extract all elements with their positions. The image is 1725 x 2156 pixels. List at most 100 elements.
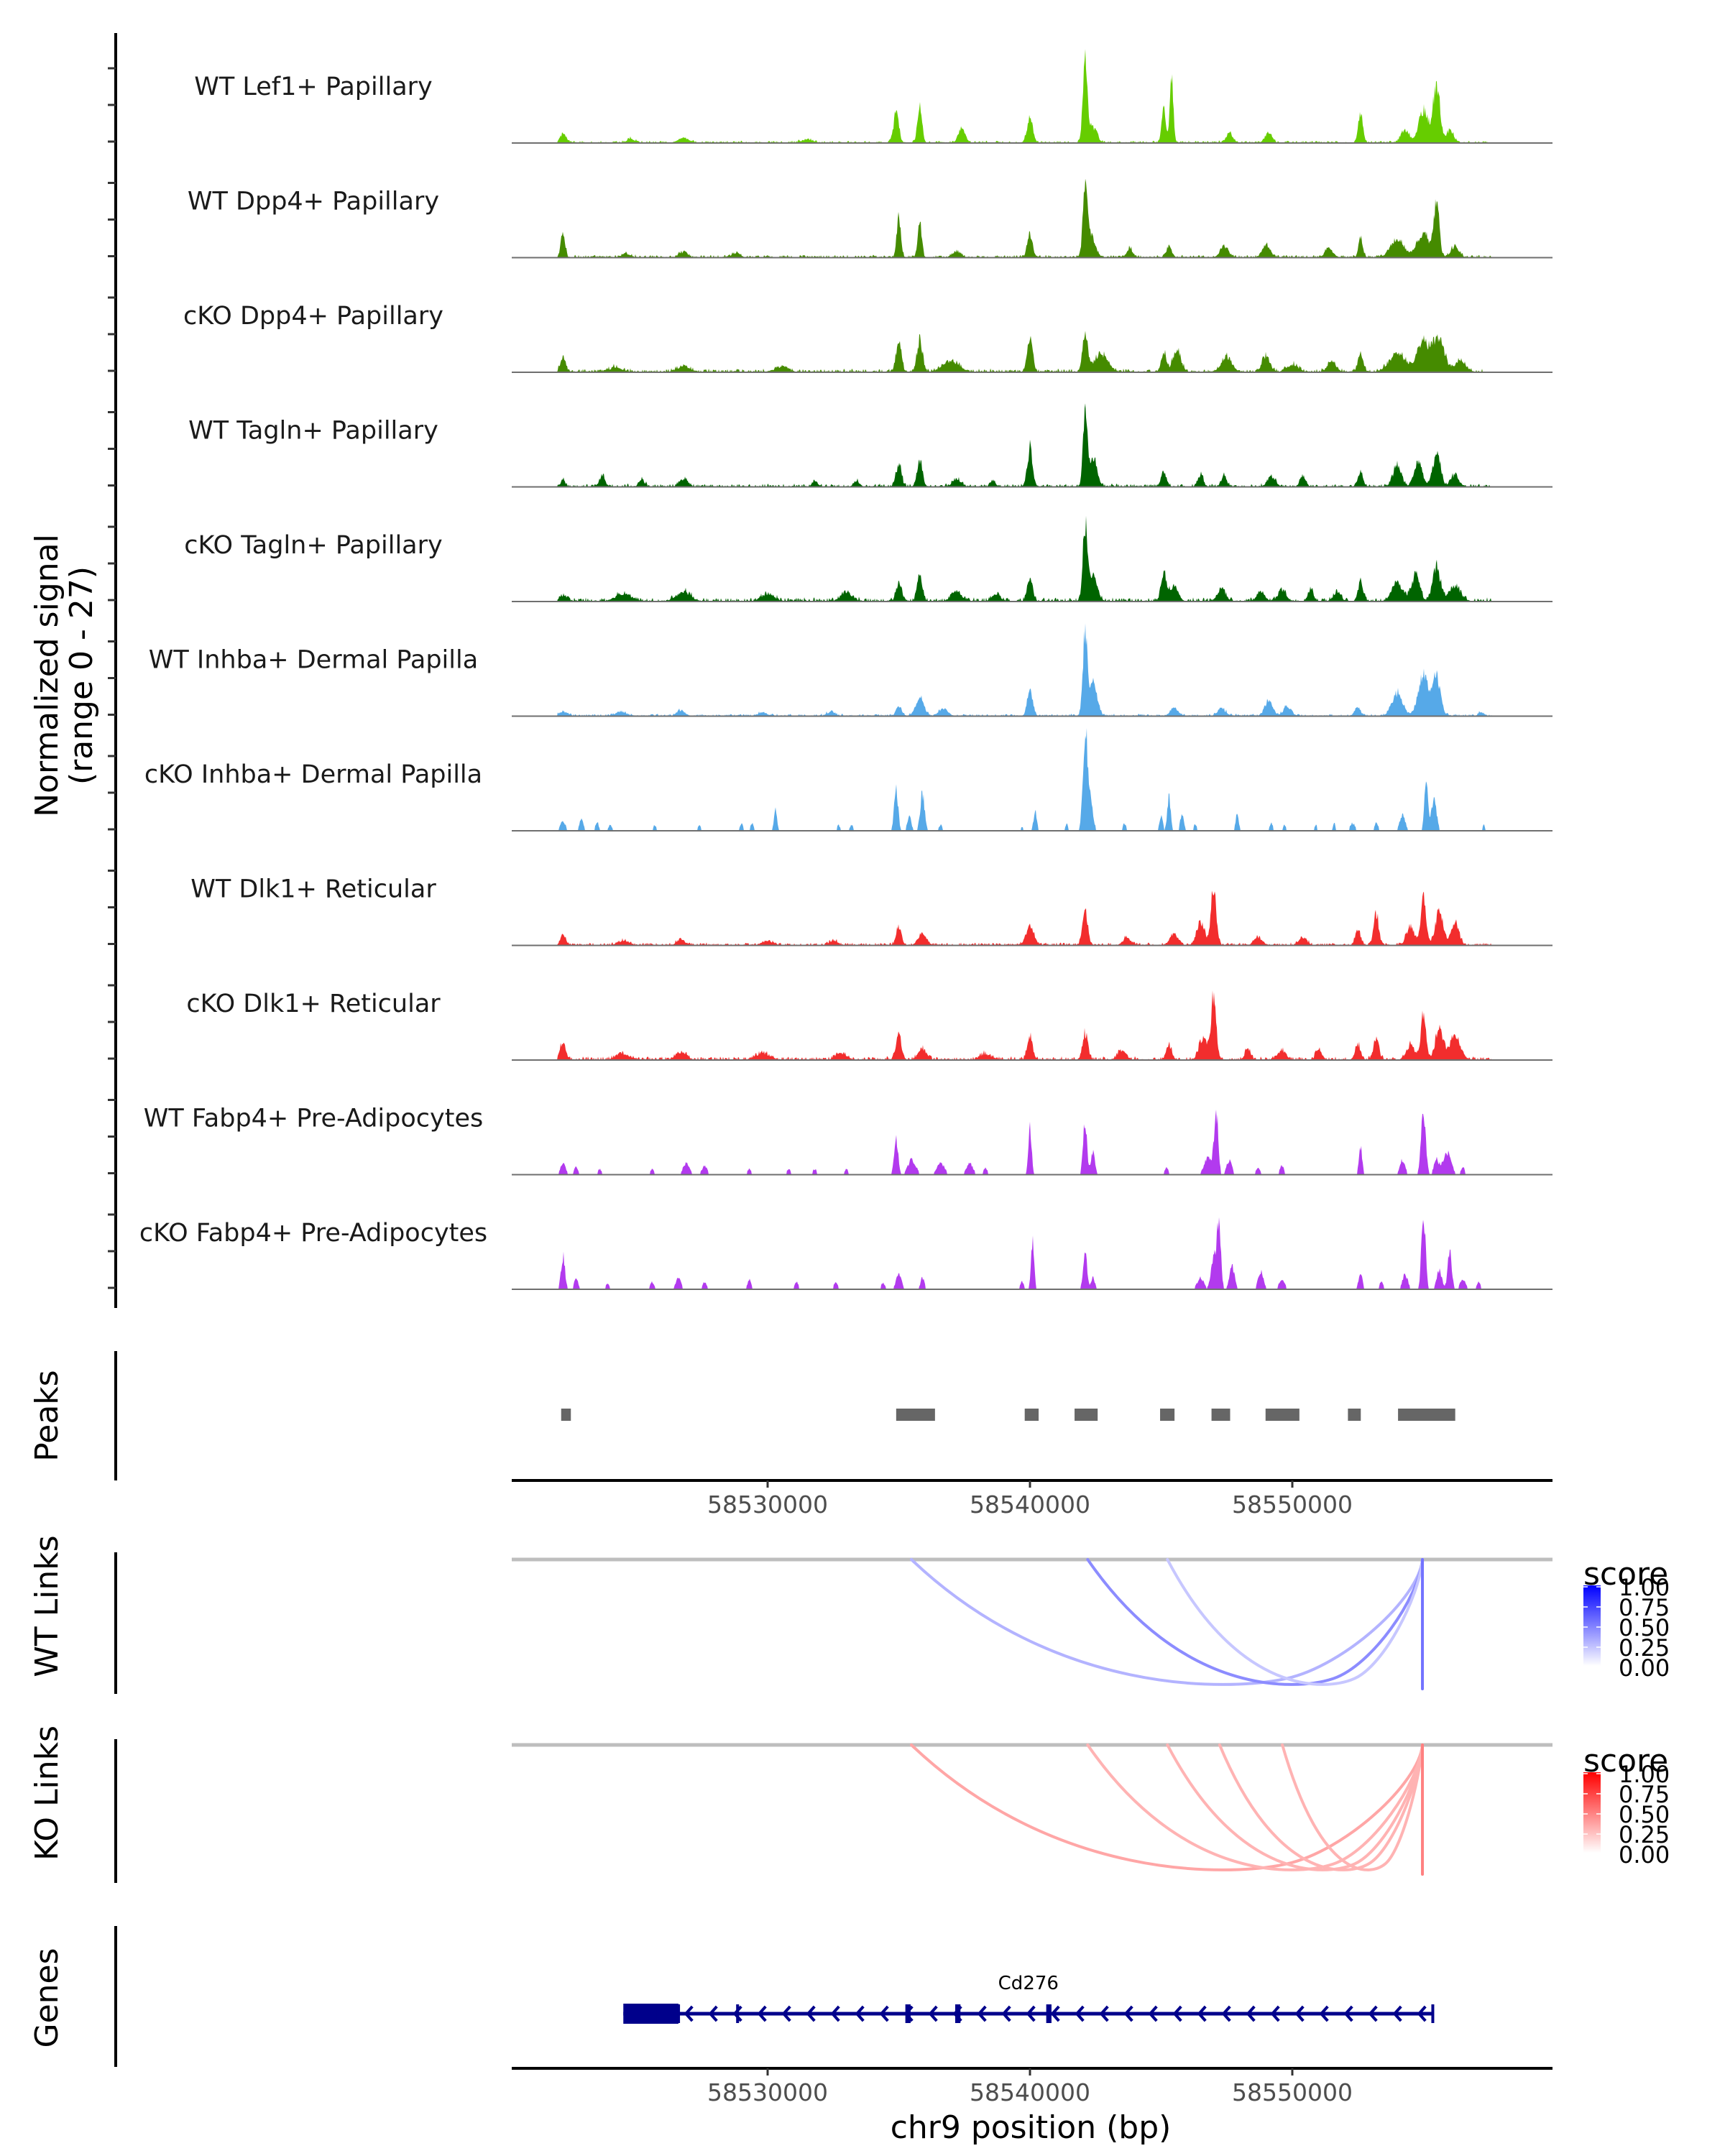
- legend-tick-label: 0.25: [1619, 1821, 1670, 1848]
- coverage-area: [512, 515, 1552, 602]
- coverage-y-axis-title: Normalized signal (range 0 - 27): [29, 534, 100, 817]
- track-label: WT Dpp4+ Papillary: [188, 188, 439, 216]
- y-axis-title-line1: Normalized signal: [29, 534, 65, 817]
- strand-arrow-icon: [1050, 2005, 1060, 2022]
- coverage-track: cKO Dlk1+ Reticular: [186, 990, 1552, 1061]
- legend-colorbar-blue: [1583, 1585, 1601, 1666]
- strand-arrow-icon: [830, 2005, 840, 2022]
- coverage-area: [512, 403, 1552, 487]
- coverage-area: [512, 1110, 1552, 1175]
- strand-arrow-icon: [1343, 2005, 1353, 2022]
- link-arc: [1166, 1558, 1425, 1686]
- coverage-track: WT Dlk1+ Reticular: [190, 875, 1552, 946]
- coverage-track: WT Fabp4+ Pre-Adipocytes: [144, 1105, 1552, 1176]
- link-arc: [1281, 1743, 1425, 1871]
- legend-tick-label: 0.75: [1619, 1594, 1670, 1621]
- legend-tick-label: 0.25: [1619, 1634, 1670, 1662]
- coverage-area: [512, 890, 1552, 946]
- coverage-y-ticks: [108, 67, 116, 1289]
- gene-name-label: Cd276: [998, 1973, 1059, 1994]
- coverage-area: [512, 178, 1552, 258]
- gene-exon: [1431, 2004, 1435, 2023]
- gene-exon: [954, 2004, 961, 2023]
- strand-arrow-icon: [1148, 2005, 1158, 2022]
- track-label: WT Tagln+ Papillary: [188, 417, 438, 446]
- gene-exon: [677, 2004, 681, 2023]
- coverage-track: WT Lef1+ Papillary: [194, 49, 1552, 144]
- track-label: WT Inhba+ Dermal Papilla: [149, 646, 478, 675]
- strand-arrow-icon: [732, 2005, 742, 2022]
- gene-exon: [653, 2004, 657, 2023]
- link-arc: [1086, 1558, 1425, 1686]
- coverage-track: WT Tagln+ Papillary: [188, 403, 1552, 488]
- track-label: cKO Tagln+ Papillary: [184, 531, 443, 560]
- strand-arrow-icon: [1026, 2005, 1036, 2022]
- strand-arrow-icon: [684, 2005, 694, 2022]
- x-tick-label: 58530000: [707, 1491, 828, 1519]
- coverage-track: WT Inhba+ Dermal Papilla: [149, 623, 1552, 717]
- link-arc: [910, 1743, 1425, 1871]
- y-axis-title-line2: (range 0 - 27): [63, 566, 100, 785]
- link-arc: [1218, 1743, 1425, 1871]
- track-label: cKO Dpp4+ Papillary: [183, 302, 443, 331]
- gene-exon: [905, 2004, 911, 2023]
- ko-links-track: [910, 1743, 1425, 1876]
- genes-panel-label: Genes: [29, 1948, 65, 2047]
- gene-exon: [736, 2004, 740, 2023]
- peak-region: [561, 1409, 571, 1421]
- peak-region: [896, 1409, 935, 1421]
- strand-arrow-icon: [1246, 2005, 1256, 2022]
- peak-region: [1075, 1409, 1098, 1421]
- legend-tick-label: 0.50: [1619, 1614, 1670, 1641]
- peaks-track: [561, 1409, 1455, 1421]
- coverage-track: cKO Tagln+ Papillary: [184, 515, 1552, 602]
- x-axis-ticks-upper: 58530000 58540000 58550000: [707, 1480, 1353, 1519]
- strand-arrow-icon: [855, 2005, 865, 2022]
- link-arc: [1086, 1743, 1425, 1871]
- track-label: WT Lef1+ Papillary: [194, 73, 433, 101]
- strand-arrow-icon: [977, 2005, 987, 2022]
- strand-arrow-icon: [1099, 2005, 1109, 2022]
- gene-exon: [1046, 2004, 1052, 2023]
- peak-region: [1211, 1409, 1230, 1421]
- coverage-tracks: WT Lef1+ Papillary WT Dpp4+ Papillary cKO …: [139, 49, 1552, 1290]
- coverage-area: [512, 49, 1552, 143]
- peak-region: [1024, 1409, 1039, 1421]
- strand-arrow-icon: [928, 2005, 938, 2022]
- strand-arrow-icon: [879, 2005, 889, 2022]
- strand-arrow-icon: [1417, 2005, 1427, 2022]
- strand-arrow-icon: [1270, 2005, 1280, 2022]
- coverage-area: [512, 728, 1552, 831]
- ko-links-panel-label: KO Links: [29, 1726, 65, 1861]
- x-tick-label: 58550000: [1232, 1491, 1353, 1519]
- coverage-area: [512, 1217, 1552, 1289]
- peak-region: [1265, 1409, 1300, 1421]
- coverage-track: WT Dpp4+ Papillary: [188, 178, 1552, 259]
- wt-links-track: [910, 1558, 1425, 1690]
- ko-links-score-legend: score 1.000.750.500.250.00: [1583, 1743, 1670, 1869]
- strand-arrow-icon: [708, 2005, 718, 2022]
- legend-tick-label: 0.50: [1619, 1801, 1670, 1828]
- coverage-area: [512, 990, 1552, 1060]
- strand-arrow-icon: [1001, 2005, 1011, 2022]
- legend-tick-label: 0.00: [1619, 1654, 1670, 1682]
- strand-arrow-icon: [1368, 2005, 1378, 2022]
- wt-links-score-legend: score 1.000.750.500.250.00: [1583, 1556, 1670, 1682]
- legend-tick-label: 0.00: [1619, 1841, 1670, 1869]
- peak-region: [1348, 1409, 1361, 1421]
- legend-tick-label: 1.00: [1619, 1574, 1670, 1601]
- peak-region: [1160, 1409, 1175, 1421]
- strand-arrow-icon: [1319, 2005, 1329, 2022]
- coverage-track: cKO Dpp4+ Papillary: [183, 302, 1552, 373]
- x-tick-label: 58530000: [707, 2078, 828, 2106]
- strand-arrow-icon: [1392, 2005, 1402, 2022]
- coverage-area: [512, 331, 1552, 372]
- x-tick-label: 58540000: [970, 2078, 1090, 2106]
- track-label: WT Dlk1+ Reticular: [190, 875, 436, 904]
- link-arc: [910, 1558, 1425, 1686]
- gene-model: Cd276: [623, 1973, 1435, 2024]
- legend-tick-label: 1.00: [1619, 1761, 1670, 1788]
- strand-arrow-icon: [1197, 2005, 1207, 2022]
- track-label: cKO Dlk1+ Reticular: [186, 990, 441, 1018]
- peaks-panel-label: Peaks: [29, 1370, 65, 1461]
